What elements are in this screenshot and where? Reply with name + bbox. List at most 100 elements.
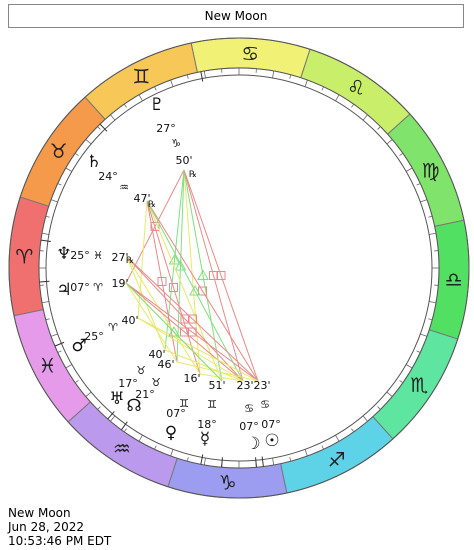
- neptune-minute: 27': [111, 251, 128, 264]
- degree-tick: [97, 406, 101, 410]
- pluto-glyph: ♇: [149, 95, 164, 115]
- mars-sign-glyph: ♈: [108, 321, 118, 334]
- pluto-minute: 50': [175, 154, 192, 167]
- sign-glyph-sagittarius: ♐: [328, 448, 346, 472]
- degree-tick: [50, 199, 58, 203]
- planet-labels: ♇27°♑50'℞♄24°♒47'℞♆25° ♓ 27'℞♃07° ♈ 19'♂25°♈…: [39, 71, 281, 468]
- aspect-line-venus-moon: [199, 373, 244, 382]
- neptune-pointer-tick: [40, 239, 51, 243]
- mars-degree: 25°: [84, 330, 104, 343]
- sign-glyph-leo: ♌: [347, 76, 365, 100]
- degree-tick: [186, 74, 189, 79]
- mercury-glyph: ☿: [200, 429, 210, 449]
- aspect-line-pluto-node: [176, 169, 185, 363]
- footer-event: New Moon: [8, 506, 71, 520]
- sign-glyph-capricorn: ♑: [219, 471, 237, 495]
- degree-tick: [170, 449, 174, 457]
- aspect-trine-marker: [189, 284, 201, 296]
- degree-tick: [399, 380, 404, 384]
- sign-glyph-cancer: ♋: [241, 41, 259, 65]
- sign-glyph-gemini: ♊: [132, 64, 150, 88]
- degree-tick: [97, 126, 101, 130]
- aspect-trine-marker: [197, 269, 209, 280]
- venus-minute: 16': [183, 372, 200, 385]
- degree-tick: [335, 434, 340, 442]
- mercury-sign-glyph: ♊: [207, 398, 217, 411]
- mars-pointer-tick: [54, 341, 65, 347]
- aspect-line-saturn-sun: [146, 200, 259, 382]
- outer-ring-border: [8, 37, 470, 499]
- jupiter-sign-glyph: ♈: [93, 281, 103, 294]
- jupiter-degree: 07°: [70, 281, 90, 294]
- degree-tick: [50, 333, 58, 337]
- node-glyph: ☊: [126, 396, 141, 416]
- aspect-line-saturn-mercury: [146, 200, 223, 382]
- aspect-line-mercury-jupiter: [125, 282, 223, 382]
- degree-tick: [138, 434, 143, 442]
- degree-tick: [110, 114, 116, 121]
- degree-tick: [362, 415, 368, 422]
- aspect-square-marker: [180, 327, 189, 337]
- degree-tick: [321, 86, 324, 91]
- mars-minute: 40': [121, 314, 138, 327]
- degree-tick: [45, 318, 50, 321]
- footer-info: New Moon Jun 28, 2022 10:53:46 PM EDT: [8, 506, 111, 548]
- aspect-trine-marker: [168, 253, 181, 265]
- degree-tick: [45, 215, 50, 218]
- sun-degree: 07°: [261, 418, 281, 431]
- degree-tick: [74, 152, 79, 156]
- degree-tick: [272, 70, 275, 79]
- node-pointer-tick: [121, 421, 128, 431]
- moon-glyph: ☽: [245, 434, 260, 454]
- aspect-line-jupiter-sun: [125, 282, 259, 382]
- degree-tick: [362, 114, 368, 121]
- aspect-square-marker: [150, 222, 160, 231]
- degree-tick: [289, 457, 292, 462]
- mercury-minute: 51': [208, 379, 225, 392]
- pluto-degree: 27°: [156, 122, 176, 135]
- aspect-square-marker: [169, 283, 178, 292]
- degree-tick: [41, 301, 50, 304]
- neptune-degree: 25°: [70, 249, 90, 262]
- mercury-degree: 18°: [197, 418, 217, 431]
- jupiter-glyph: ♃: [56, 280, 71, 300]
- degree-tick: [405, 167, 413, 172]
- mars-glyph: ♂: [71, 336, 86, 356]
- sign-glyph-aries: ♈: [15, 245, 33, 269]
- degree-tick: [420, 199, 428, 203]
- venus-pointer-tick: [200, 454, 204, 465]
- degree-tick: [110, 415, 116, 422]
- degree-tick: [416, 183, 421, 186]
- degree-tick: [123, 103, 127, 108]
- node-minute: 46': [157, 358, 174, 371]
- neptune-glyph: ♆: [56, 244, 71, 264]
- sun-sign-glyph: ♋: [260, 398, 270, 411]
- uranus-minute: 40': [148, 348, 165, 361]
- neptune-sign-glyph: ♓: [93, 249, 103, 262]
- degree-tick: [428, 215, 433, 218]
- node-degree: 21°: [135, 388, 155, 401]
- jupiter-minute: 19': [111, 277, 128, 290]
- aspect-line-uranus-moon: [164, 349, 244, 382]
- moon-pointer-tick: [255, 457, 257, 468]
- venus-degree: 07°: [166, 407, 186, 420]
- degree-tick: [321, 445, 324, 450]
- degree-tick: [154, 86, 157, 91]
- sign-glyph-taurus: ♉: [50, 139, 68, 163]
- degree-tick: [386, 139, 393, 145]
- sign-glyph-virgo: ♍: [422, 158, 440, 182]
- saturn-retrograde: ℞: [148, 200, 156, 210]
- zodiac-sign-ring: ♈ ♉ ♊ ♋ ♌ ♍ ♎ ♏ ♐ ♑ ♒ ♓: [8, 37, 470, 499]
- jupiter-pointer-tick: [39, 280, 50, 283]
- aspect-line-pluto-moon: [183, 169, 244, 382]
- degree-tick: [41, 232, 50, 235]
- footer-date: Jun 28, 2022: [8, 520, 85, 534]
- degree-tick: [405, 364, 413, 369]
- degree-tick: [57, 183, 62, 186]
- sun-glyph: ☉: [264, 431, 279, 451]
- aspect-line-saturn-mars: [137, 200, 148, 319]
- aspect-line-neptune-venus: [126, 256, 201, 375]
- moon-minute: 23': [236, 379, 253, 392]
- degree-tick: [377, 406, 381, 410]
- degree-tick: [399, 152, 404, 156]
